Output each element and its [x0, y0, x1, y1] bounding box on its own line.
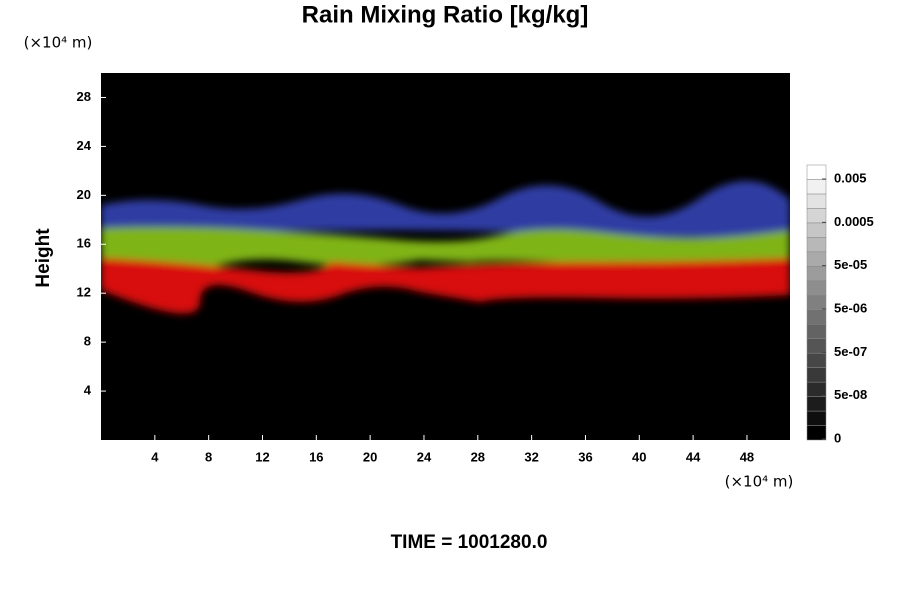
x-tick-label: 40	[632, 449, 646, 464]
x-tick-label: 48	[740, 449, 754, 464]
colorbar-tick-label: 0	[834, 430, 841, 445]
field	[101, 181, 790, 314]
colorbar-box	[806, 367, 827, 383]
colorbar-box	[806, 352, 827, 368]
colorbar-box	[806, 237, 827, 253]
colorbar-box	[806, 251, 827, 267]
colorbar-box	[806, 425, 827, 441]
colorbar-box	[806, 164, 827, 180]
x-tick-label: 32	[524, 449, 538, 464]
x-tick-label: 4	[151, 449, 159, 464]
colorbar-tick-label: 0.0005	[834, 214, 874, 229]
colorbar-box	[806, 222, 827, 238]
y-tick-label: 20	[77, 187, 91, 202]
colorbar-box	[806, 381, 827, 397]
colorbar-box	[806, 208, 827, 224]
colorbar-box	[806, 179, 827, 195]
colorbar-box	[806, 193, 827, 209]
x-tick-label: 12	[255, 449, 269, 464]
colorbar-box	[806, 280, 827, 296]
x-tick-label: 16	[309, 449, 323, 464]
x-tick-label: 44	[686, 449, 701, 464]
colorbar-box	[806, 295, 827, 310]
x-tick-label: 24	[417, 449, 432, 464]
colorbar-box	[806, 410, 827, 426]
y-tick-label: 24	[77, 138, 92, 153]
colorbar-tick-label: 0.005	[834, 170, 867, 185]
colorbar-box	[806, 266, 827, 282]
y-axis-label: Height	[33, 228, 54, 288]
y-tick-label: 4	[84, 383, 92, 398]
colorbar-box	[806, 309, 827, 325]
x-tick-label: 20	[363, 449, 377, 464]
time-label: TIME = 1001280.0	[391, 532, 548, 553]
x-tick-label: 8	[205, 449, 212, 464]
x-unit: (×10⁴ m)	[725, 473, 794, 491]
y-unit: (×10⁴ m)	[24, 34, 93, 52]
x-tick-label: 36	[578, 449, 592, 464]
y-tick-label: 8	[84, 334, 91, 349]
x-tick-label: 28	[471, 449, 485, 464]
colorbar-box	[806, 396, 827, 412]
y-tick-label: 12	[77, 285, 91, 300]
colorbar-tick-label: 5e-08	[834, 387, 867, 402]
colorbar-tick-label: 5e-07	[834, 344, 867, 359]
chart-title: Rain Mixing Ratio [kg/kg]	[302, 1, 589, 28]
y-tick-label: 28	[77, 89, 91, 104]
colorbar-tick-label: 5e-06	[834, 300, 867, 315]
colorbar-box	[806, 338, 827, 354]
y-tick-label: 16	[77, 236, 91, 251]
colorbar-box	[806, 323, 827, 339]
colorbar-tick-label: 5e-05	[834, 257, 867, 272]
